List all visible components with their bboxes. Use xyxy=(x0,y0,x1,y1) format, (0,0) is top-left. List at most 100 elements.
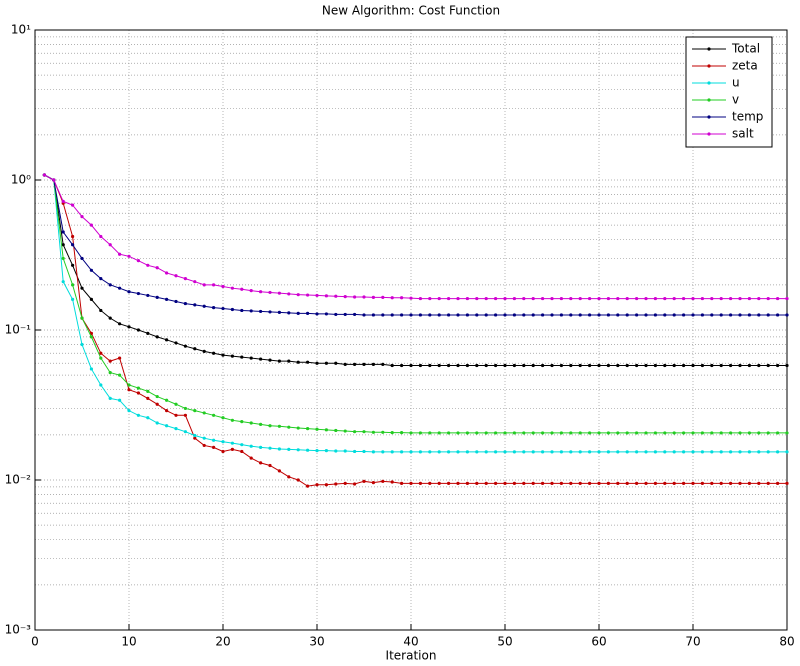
data-point xyxy=(588,481,592,485)
data-point xyxy=(183,301,187,306)
data-point xyxy=(343,312,347,317)
data-point xyxy=(193,347,197,351)
data-point xyxy=(700,431,705,435)
data-point xyxy=(165,271,169,275)
data-point xyxy=(653,296,658,301)
data-point xyxy=(136,386,140,390)
data-point xyxy=(165,409,169,413)
data-point xyxy=(700,363,705,368)
data-point xyxy=(522,481,526,485)
data-point xyxy=(371,430,375,434)
data-point xyxy=(475,450,479,454)
data-point xyxy=(531,481,535,485)
data-point xyxy=(146,331,150,335)
data-point xyxy=(136,413,140,417)
data-point xyxy=(259,357,263,361)
data-point xyxy=(456,296,460,301)
data-point xyxy=(616,313,620,317)
data-point xyxy=(456,481,460,485)
data-point xyxy=(334,361,338,365)
data-point xyxy=(306,484,310,488)
data-point xyxy=(296,311,300,316)
data-point xyxy=(212,413,216,417)
data-point xyxy=(447,450,451,454)
data-point xyxy=(61,243,65,247)
data-point xyxy=(127,388,131,392)
data-point xyxy=(494,296,498,301)
data-point xyxy=(127,383,131,387)
data-point xyxy=(230,286,234,290)
legend-label: u xyxy=(732,76,740,90)
data-point xyxy=(597,450,601,454)
data-point xyxy=(390,431,394,435)
data-point xyxy=(183,344,187,348)
data-point xyxy=(61,199,65,204)
chart-title: New Algorithm: Cost Function xyxy=(322,4,500,18)
data-point xyxy=(136,259,140,263)
data-point xyxy=(691,431,695,435)
data-point xyxy=(578,431,582,435)
data-point xyxy=(635,450,639,454)
data-point xyxy=(212,438,216,442)
data-point xyxy=(559,431,564,435)
data-point xyxy=(465,313,469,317)
data-point xyxy=(456,450,460,454)
data-point xyxy=(719,481,723,485)
data-point xyxy=(400,296,404,300)
data-point xyxy=(193,436,197,440)
data-point xyxy=(503,431,507,435)
data-point xyxy=(663,481,667,485)
data-point xyxy=(400,481,404,485)
data-point xyxy=(456,431,460,435)
data-point xyxy=(108,283,112,287)
data-point xyxy=(362,449,366,454)
data-point xyxy=(625,313,629,317)
data-point xyxy=(174,427,178,431)
data-point xyxy=(616,450,620,454)
data-point xyxy=(80,286,84,290)
data-point xyxy=(588,313,592,317)
data-point xyxy=(512,450,517,454)
data-point xyxy=(353,312,357,317)
data-point xyxy=(475,363,479,368)
data-point xyxy=(324,449,328,453)
data-point xyxy=(315,449,319,453)
data-point xyxy=(108,316,112,320)
data-point xyxy=(653,481,658,485)
data-point xyxy=(99,383,103,387)
data-point xyxy=(475,431,479,435)
data-point xyxy=(99,308,103,313)
data-point xyxy=(710,431,714,435)
data-point xyxy=(240,420,244,424)
data-point xyxy=(183,413,187,417)
data-point xyxy=(334,428,338,433)
data-point xyxy=(381,295,385,299)
data-point xyxy=(700,296,705,301)
data-point xyxy=(700,481,705,485)
data-point xyxy=(61,280,65,284)
data-point xyxy=(531,296,535,301)
data-point xyxy=(240,287,244,291)
data-point xyxy=(146,416,150,420)
data-point xyxy=(390,363,394,368)
data-point xyxy=(785,296,789,301)
data-point xyxy=(118,252,122,256)
legend-label: v xyxy=(732,93,739,107)
data-point xyxy=(353,449,357,454)
data-point xyxy=(287,359,291,363)
data-point xyxy=(193,280,197,284)
data-point xyxy=(672,431,676,435)
legend-marker xyxy=(707,115,711,119)
data-point xyxy=(437,296,441,301)
data-point xyxy=(400,450,404,454)
data-point xyxy=(324,361,328,365)
data-point xyxy=(296,478,300,482)
data-point xyxy=(155,421,159,425)
data-point xyxy=(625,363,629,368)
data-point xyxy=(503,313,507,317)
data-point xyxy=(390,296,394,300)
data-point xyxy=(324,294,328,298)
data-point xyxy=(747,481,752,485)
data-point xyxy=(569,481,573,485)
